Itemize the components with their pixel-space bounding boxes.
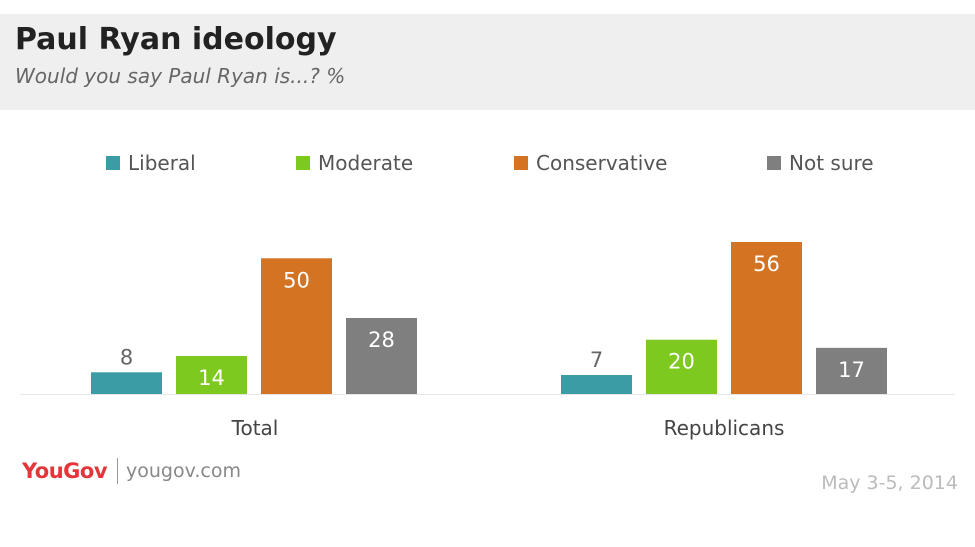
legend-item-not-sure: Not sure [767,150,874,176]
brand-url: yougov.com [126,460,241,482]
legend-swatch-conservative [514,156,528,170]
brand-name: YouGov [22,459,108,483]
bar-total-conservative [261,258,332,394]
bar-republicans-not-sure [816,347,887,394]
logo-divider [117,458,119,484]
bar-republicans-moderate [646,339,717,394]
bar-total-not-sure [346,318,417,394]
bar-total-liberal [91,372,162,394]
legend-swatch-not-sure [767,156,781,170]
legend-label-not-sure: Not sure [789,151,874,175]
chart-title: Paul Ryan ideology [15,22,337,57]
data-label-republicans-moderate: 20 [668,350,695,374]
bar-total-moderate [176,356,247,394]
legend-item-moderate: Moderate [296,150,413,176]
legend-label-liberal: Liberal [128,151,196,175]
data-label-total-moderate: 14 [198,366,225,390]
bar-republicans-liberal [561,375,632,394]
header-band [0,14,975,110]
legend-label-moderate: Moderate [318,151,414,175]
data-label-republicans-conservative: 56 [753,252,780,276]
data-label-republicans-not-sure: 17 [838,358,865,382]
data-label-total-conservative: 50 [283,268,310,292]
legend-swatch-liberal [106,156,120,170]
category-label-total: Total [231,416,279,440]
legend-swatch-moderate [296,156,310,170]
data-label-republicans-liberal: 7 [590,348,603,372]
legend-item-conservative: Conservative [514,150,667,176]
legend-item-liberal: Liberal [106,150,196,176]
survey-date: May 3-5, 2014 [821,472,958,494]
legend-label-conservative: Conservative [536,151,668,175]
yougov-logo: YouGov yougov.com [22,458,241,484]
data-label-total-liberal: 8 [120,345,133,369]
bar-republicans-conservative [731,242,802,394]
data-label-total-not-sure: 28 [368,328,395,352]
category-label-republicans: Republicans [664,416,785,440]
chart-subtitle: Would you say Paul Ryan is...? % [15,64,346,88]
